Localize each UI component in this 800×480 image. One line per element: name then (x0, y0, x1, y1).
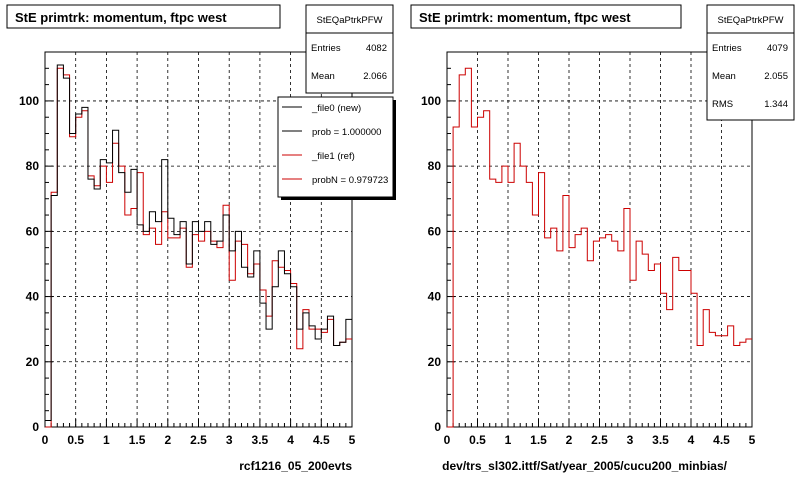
x-tick-label: 3 (627, 433, 634, 447)
histogram-series-line (447, 67, 752, 428)
legend: _file0 (new) prob = 1.000000 _file1 (ref) p… (277, 96, 396, 200)
stats-value: 1.344 (764, 99, 788, 110)
y-tick-label: 100 (421, 94, 441, 108)
y-tick-label: 60 (26, 224, 40, 238)
legend-label: prob = 1.000000 (312, 127, 381, 138)
x-tick-label: 2.5 (190, 433, 207, 447)
x-axis-label: dev/trs_sl302.ittf/Sat/year_2005/cucu200… (442, 459, 727, 473)
stats-value: 2.066 (363, 71, 387, 82)
left-histogram-panel: 0 0.5 1 1.5 2 2.5 3 3.5 4 4.5 5 0 20 40 60 80 100 StE pri… (6, 4, 396, 473)
y-tick-label: 20 (428, 355, 442, 369)
x-tick-label: 4 (287, 433, 294, 447)
x-tick-label: 2 (566, 433, 573, 447)
y-tick-label: 80 (428, 159, 442, 173)
legend-box (277, 96, 394, 198)
stats-box (706, 4, 795, 121)
x-tick-label: 0.5 (469, 433, 486, 447)
y-tick-label: 80 (26, 159, 40, 173)
x-tick-label: 3.5 (652, 433, 669, 447)
stats-value: 4079 (767, 43, 788, 54)
x-tick-label: 1.5 (530, 433, 547, 447)
y-tick-label: 100 (19, 94, 39, 108)
stats-value: 4082 (366, 43, 387, 54)
x-tick-label: 1 (103, 433, 110, 447)
stats-label: Entries (712, 43, 742, 54)
chart-title: StE primtrk: momentum, ftpc west (15, 10, 227, 25)
stats-name: StEQaPtrkPFW (718, 15, 784, 26)
title-box (410, 4, 682, 29)
x-tick-label: 2 (164, 433, 171, 447)
histogram-series-file0-new (44, 64, 352, 427)
y-tick-label: 40 (428, 290, 442, 304)
x-tick-label: 1.5 (129, 433, 146, 447)
y-tick-label: 60 (428, 224, 442, 238)
histogram-series-file1-ref (45, 67, 352, 428)
stats-value: 2.055 (764, 71, 788, 82)
title-box (6, 4, 281, 29)
x-tick-label: 0.5 (67, 433, 84, 447)
legend-label: _file0 (new) (311, 103, 361, 114)
x-tick-label: 5 (349, 433, 356, 447)
x-tick-label: 4.5 (313, 433, 330, 447)
x-tick-label: 1 (505, 433, 512, 447)
stats-label: Mean (311, 71, 335, 82)
x-tick-label: 2.5 (591, 433, 608, 447)
x-tick-label: 4.5 (713, 433, 730, 447)
legend-entries: _file0 (new) prob = 1.000000 _file1 (ref) p… (282, 103, 388, 186)
y-tick-label: 40 (26, 290, 40, 304)
stats-label: Entries (311, 43, 341, 54)
stats-label: Mean (712, 71, 736, 82)
legend-label: _file1 (ref) (311, 151, 355, 162)
x-axis-label: rcf1216_05_200evts (239, 459, 352, 473)
y-tick-label: 0 (434, 420, 441, 434)
stats-label: RMS (712, 99, 733, 110)
y-tick-label: 0 (32, 420, 39, 434)
legend-label: probN = 0.979723 (312, 175, 388, 186)
x-tick-label: 3 (226, 433, 233, 447)
x-tick-label: 5 (749, 433, 756, 447)
x-tick-label: 4 (688, 433, 695, 447)
x-tick-label: 3.5 (252, 433, 269, 447)
stats-box (305, 4, 394, 94)
x-tick-label: 0 (42, 433, 49, 447)
stats-name: StEQaPtrkPFW (317, 15, 383, 26)
y-tick-label: 20 (26, 355, 40, 369)
chart-title: StE primtrk: momentum, ftpc west (419, 10, 631, 25)
x-tick-label: 0 (444, 433, 451, 447)
right-histogram-panel: 0 0.5 1 1.5 2 2.5 3 3.5 4 4.5 5 0 20 40 60 80 100 StE pri… (410, 4, 795, 473)
